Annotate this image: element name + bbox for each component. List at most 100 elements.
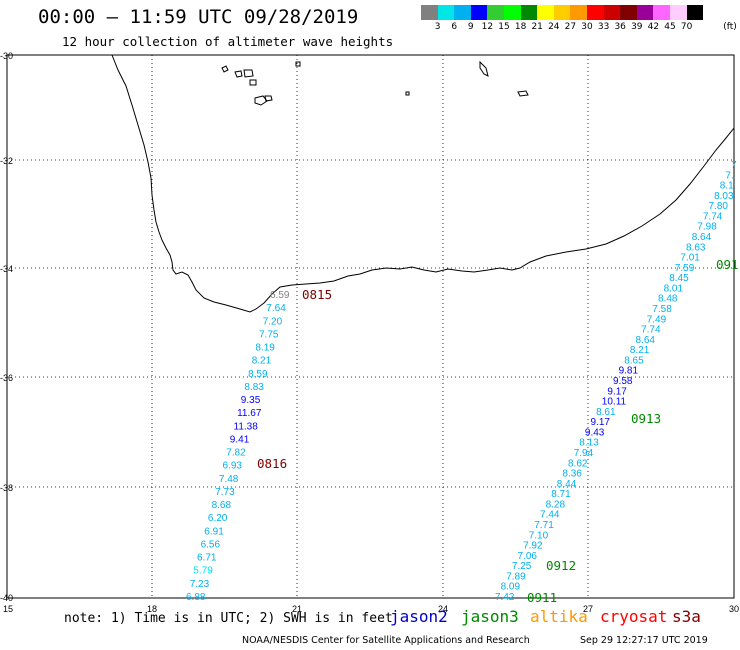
y-tick-30: -30 [0,51,13,61]
wave-height-value: 7.75 [259,329,279,340]
color-scale-label: 15 [498,22,510,32]
wave-height-value: 8.1 [720,181,734,192]
footnote: note: 1) Time is in UTC; 2) SWH is in fe… [64,611,393,626]
wave-height-value: 8.64 [636,335,656,346]
wave-height-value: 7.20 [263,316,283,327]
wave-height-value: 8.36 [562,469,582,480]
wave-height-value: 11.67 [237,408,262,419]
wave-height-value: 7.92 [523,541,543,552]
color-scale-label: 9 [467,22,474,32]
wave-height-value: 9.35 [241,395,261,406]
color-scale-label: 36 [614,22,626,32]
y-tick-38: -38 [0,483,13,493]
color-swatch [537,5,554,20]
x-tick-21: 21 [292,604,302,614]
color-scale-label: 30 [581,22,593,32]
color-scale-label: 6 [451,22,458,32]
wave-height-value: 8.21 [252,356,272,367]
color-scale-label: 21 [531,22,543,32]
wave-height-value: 6.71 [197,553,217,564]
wave-height-value: 7.49 [647,314,667,325]
color-scale-label: 33 [597,22,610,32]
wave-height-value: 7. [725,170,733,181]
wave-height-value: 7.94 [574,448,594,459]
wave-height-value: 6.59 [270,290,290,301]
color-scale-labels: 3 6 9 12 15 18 21 24 27 30 33 36 39 42 45 70 (ft) [421,22,737,34]
y-tick-32: -32 [0,156,13,166]
pass-time-label: 0911 [527,590,557,605]
map-frame [6,54,735,599]
color-swatch [454,5,471,20]
wave-height-value: 6.56 [201,540,221,551]
wave-height-value: 8.19 [255,343,275,354]
generated-timestamp: Sep 29 12:27:17 UTC 2019 [580,635,708,646]
wave-height-value: 7.48 [219,474,239,485]
page-title: 00:00 – 11:59 UTC 09/28/2019 [38,6,359,28]
y-tick-36: -36 [0,373,13,383]
wave-height-value: 8.63 [686,242,706,253]
wave-height-value: 9.41 [230,434,250,445]
wave-height-value: 7.74 [641,325,661,336]
wave-height-value: 7.44 [540,510,560,521]
color-swatch [437,5,455,20]
wave-height-value: 7.71 [534,520,554,531]
y-tick-40: -40 [0,593,13,603]
color-swatch [586,5,604,20]
wave-height-value: 8.09 [501,582,521,593]
wave-height-value: 5.79 [193,566,213,577]
wave-height-value: 7.73 [215,487,235,498]
wave-height-tracks: 6.59 7.64 7.20 7.75 8.19 8.21 8.59 8.83 9.35 11.6… [186,160,737,603]
wave-height-value: 8.44 [557,479,577,490]
color-scale-label: 27 [564,22,577,32]
wave-height-value: 7.89 [506,571,526,582]
color-scale-label: 12 [481,22,494,32]
page-subtitle: 12 hour collection of altimeter wave hei… [62,34,394,49]
wave-height-value: 9.58 [613,376,633,387]
color-swatch [603,5,621,20]
color-swatch [503,5,521,20]
wave-height-value: 8.01 [664,283,684,294]
x-tick-30: 30 [729,604,739,614]
color-swatch [636,5,654,20]
color-scale-label: 70 [680,22,693,32]
color-scale-label: 3 [434,22,441,32]
x-tick-18: 18 [147,604,157,614]
wave-height-value: 7.64 [266,303,286,314]
color-swatch [470,5,488,20]
color-swatch [669,5,687,20]
legend-cryosat: cryosat [600,607,668,626]
legend-s3a: s3a [672,607,701,626]
wave-height-value: 10.11 [602,397,627,408]
wave-height-value: 7.74 [703,211,723,222]
wave-height-value: 8.13 [579,438,599,449]
color-scale-label: (ft) [723,22,737,32]
pass-time-label: 0815 [302,287,332,302]
wave-height-value: 7.58 [652,304,672,315]
wave-height-value: 8.03 [714,191,734,202]
wave-height-value: 7.80 [709,201,729,212]
wave-height-value: 8.83 [244,382,264,393]
legend-altika: altika [530,607,588,626]
color-swatch [487,5,504,20]
wave-height-value: 8.71 [551,489,571,500]
coastline [111,54,735,313]
axis-ticks: 15 18 21 24 27 30 -30 -32 -34 -36 -38 -4… [0,51,739,614]
legend-jason2: jason2 [390,607,448,626]
wave-height-value: 7.23 [190,579,210,590]
color-scale-label: 39 [631,22,643,32]
color-swatch [520,5,538,20]
wave-height-value: 7.25 [512,561,532,572]
wave-height-value: 8.62 [568,458,588,469]
wave-height-value: 7.82 [226,448,246,459]
wave-height-value: 6.88 [186,592,206,603]
wave-height-value: 8.68 [212,500,232,511]
wave-height-value: 8.48 [658,294,678,305]
color-swatch [686,5,704,20]
wave-height-value: 8.59 [248,369,268,380]
wave-height-value: 9.43 [585,427,605,438]
wave-height-value: 7.59 [675,263,695,274]
wave-height-value: 11.38 [234,421,259,432]
x-tick-27: 27 [583,604,593,614]
wave-height-value: 9.17 [607,386,627,397]
